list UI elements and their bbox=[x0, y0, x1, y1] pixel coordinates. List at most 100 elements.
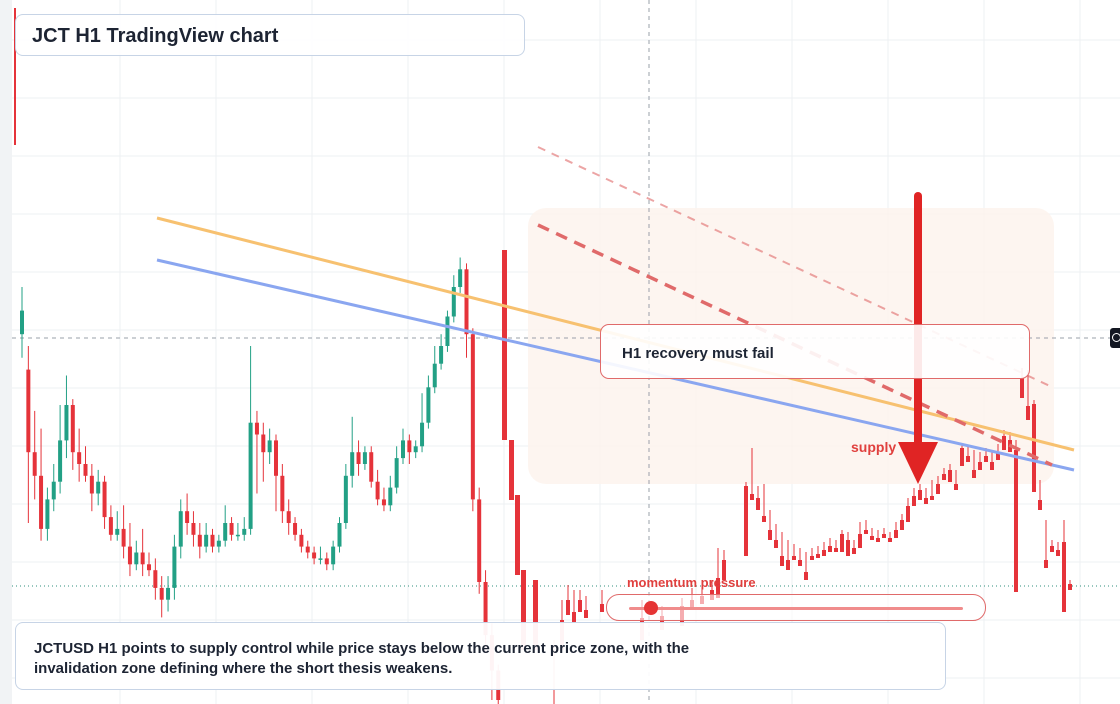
candle-body bbox=[210, 534, 215, 547]
candle-body bbox=[966, 456, 970, 462]
price-scale-icon[interactable] bbox=[1110, 328, 1120, 348]
candle-body bbox=[768, 530, 772, 540]
candle-body bbox=[439, 346, 444, 364]
candle-body bbox=[1002, 436, 1006, 450]
down-arrow-head bbox=[898, 442, 938, 484]
candle-body bbox=[388, 487, 393, 506]
description-text: JCTUSD H1 points to supply control while… bbox=[34, 640, 690, 677]
candle-body bbox=[401, 440, 405, 459]
candle-body bbox=[20, 310, 24, 335]
candle-body bbox=[792, 556, 796, 560]
candle-body bbox=[894, 530, 898, 538]
candle-body bbox=[223, 523, 228, 541]
candle-body bbox=[115, 528, 120, 535]
candle-body bbox=[750, 494, 754, 500]
candle-body bbox=[185, 511, 190, 523]
candle-body bbox=[996, 452, 1000, 460]
candle-body bbox=[451, 287, 456, 317]
candle-body bbox=[362, 452, 367, 464]
candle-body bbox=[984, 456, 988, 462]
candle-body bbox=[978, 462, 982, 470]
supply-label: supply bbox=[851, 439, 897, 455]
candle-body bbox=[942, 474, 946, 480]
candle-body bbox=[870, 536, 874, 540]
momentum-pressure-bar bbox=[606, 594, 986, 621]
candle-body bbox=[432, 363, 437, 388]
candle-body bbox=[197, 534, 202, 547]
candle-body bbox=[51, 481, 56, 500]
candle-body bbox=[64, 405, 69, 441]
candle-body bbox=[216, 540, 221, 547]
candle-body bbox=[477, 499, 482, 582]
candle-body bbox=[483, 582, 488, 636]
candle-body bbox=[350, 452, 355, 476]
momentum-track bbox=[629, 607, 963, 610]
candle-body bbox=[936, 484, 940, 494]
candle-body bbox=[566, 600, 570, 615]
candle-body bbox=[458, 269, 463, 287]
candle-body bbox=[261, 434, 266, 453]
candle-body bbox=[45, 499, 50, 529]
candle-body bbox=[1062, 542, 1066, 612]
candle-body bbox=[343, 475, 348, 523]
chart-title: JCT H1 TradingView chart bbox=[32, 25, 279, 47]
candle-body bbox=[774, 540, 778, 548]
candle-body bbox=[930, 496, 934, 500]
candle-body bbox=[888, 538, 892, 542]
candle-body bbox=[828, 546, 832, 552]
left-margin bbox=[0, 0, 12, 704]
candle-body bbox=[274, 440, 278, 476]
candle-body bbox=[127, 546, 132, 565]
candle-body bbox=[780, 556, 784, 566]
candle-body bbox=[1068, 584, 1072, 590]
candle-body bbox=[58, 440, 63, 482]
candle-body bbox=[840, 534, 844, 552]
candle-body bbox=[153, 570, 158, 588]
candle-body bbox=[381, 499, 386, 506]
candle-body bbox=[786, 560, 790, 570]
candle-body bbox=[426, 387, 431, 423]
candle-body bbox=[121, 528, 126, 547]
candle-body bbox=[822, 550, 826, 556]
candle-body bbox=[744, 486, 748, 556]
candle-body bbox=[960, 448, 964, 466]
candle-body bbox=[305, 546, 310, 553]
candle-body bbox=[912, 496, 916, 506]
candle-body bbox=[600, 604, 604, 612]
candle-body bbox=[722, 560, 726, 580]
candle-body bbox=[267, 440, 272, 453]
candle-body bbox=[572, 612, 576, 622]
candle-body bbox=[1014, 450, 1018, 592]
candle-body bbox=[846, 540, 850, 556]
candle-body bbox=[229, 523, 234, 535]
candle-body bbox=[716, 578, 720, 598]
candle-body bbox=[1056, 550, 1060, 556]
candle-body bbox=[413, 446, 418, 453]
candle-body bbox=[918, 490, 922, 500]
description-box: JCTUSD H1 points to supply control while… bbox=[15, 622, 946, 690]
candle-body bbox=[584, 610, 588, 618]
candle-body bbox=[254, 422, 259, 435]
candle-body bbox=[515, 495, 520, 575]
momentum-knob bbox=[644, 601, 658, 615]
candle-body bbox=[1038, 500, 1042, 510]
candle-body bbox=[464, 269, 469, 335]
candle-body bbox=[1050, 546, 1054, 552]
candle-body bbox=[756, 498, 760, 510]
candle-body bbox=[533, 580, 538, 650]
candle-body bbox=[470, 334, 475, 500]
candle-body bbox=[407, 440, 412, 453]
candle-body bbox=[26, 369, 31, 453]
candle-body bbox=[324, 558, 329, 565]
candle-body bbox=[509, 440, 514, 500]
candle-body bbox=[834, 548, 838, 552]
candle-body bbox=[312, 552, 317, 559]
candle-body bbox=[318, 558, 323, 560]
candle-body bbox=[420, 422, 425, 447]
candle-body bbox=[178, 511, 183, 547]
candle-body bbox=[1044, 560, 1048, 568]
candle-body bbox=[882, 534, 886, 538]
candle-body bbox=[798, 560, 802, 566]
candle-body bbox=[235, 534, 240, 537]
candle-body bbox=[70, 405, 75, 453]
